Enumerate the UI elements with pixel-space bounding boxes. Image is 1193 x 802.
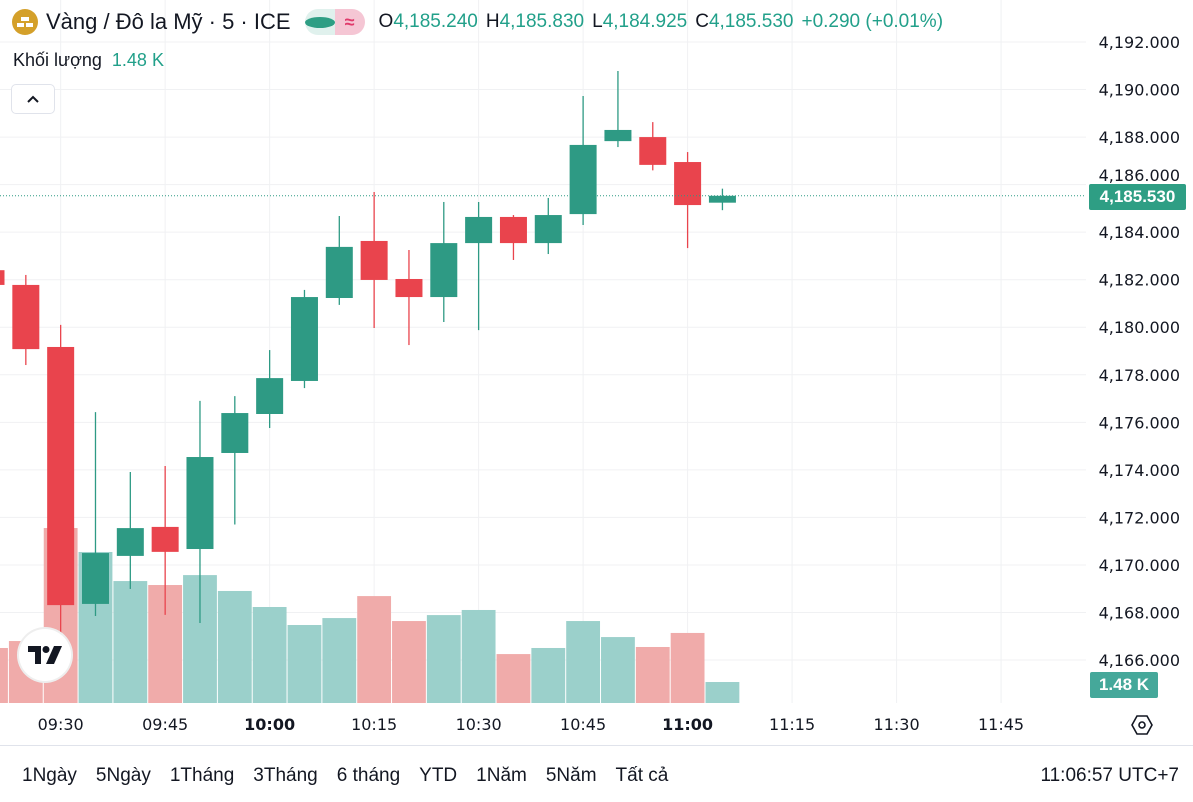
x-tick-label: 10:45 (560, 715, 606, 734)
candle-body (360, 240, 388, 280)
approx-data-icon[interactable]: ≈ (334, 9, 365, 35)
candle-body (674, 162, 702, 206)
y-tick-label: 4,168.000 (1099, 603, 1180, 622)
volume-bar (601, 637, 635, 703)
range-ytd[interactable]: YTD (419, 765, 458, 786)
y-tick-label: 4,186.000 (1099, 166, 1180, 185)
tradingview-logo[interactable] (19, 629, 71, 681)
candle-body (290, 297, 318, 381)
x-tick-label: 11:45 (978, 715, 1024, 734)
candle-body (47, 346, 75, 606)
volume-bar (705, 682, 740, 703)
candle-body (186, 457, 214, 550)
last-volume-tag: 1.48 K (1090, 672, 1158, 698)
price-change: +0.290 (+0.01%) (801, 11, 944, 32)
candle-body (499, 216, 527, 244)
volume-bar (0, 647, 8, 703)
y-tick-label: 4,188.000 (1099, 128, 1180, 147)
volume-bar (322, 618, 357, 703)
range-5d[interactable]: 5Ngày (95, 765, 151, 786)
candle-body (0, 270, 5, 285)
x-tick-label: 10:15 (351, 715, 397, 734)
volume-bar (635, 646, 670, 703)
volume-bar (217, 590, 252, 703)
gold-bars-icon (12, 9, 38, 35)
candle-body (116, 528, 144, 556)
ohlc-low: L4,184.925 (592, 11, 688, 32)
volume-bar (287, 625, 322, 703)
candle-body (708, 195, 736, 203)
ohlc-close: C4,185.530 (695, 11, 794, 32)
y-tick-label: 4,192.000 (1099, 33, 1180, 52)
volume-bar (531, 647, 566, 703)
range-1d[interactable]: 1Ngày (22, 765, 77, 786)
y-tick-label: 4,174.000 (1099, 461, 1180, 480)
candle-body (325, 246, 353, 299)
y-tick-label: 4,178.000 (1099, 366, 1180, 385)
market-status-pill[interactable]: ≈ (304, 9, 365, 35)
collapse-legend-button[interactable] (11, 84, 55, 114)
y-tick-label: 4,166.000 (1099, 651, 1180, 670)
range-6m[interactable]: 6 tháng (336, 765, 401, 786)
candle-body (256, 378, 284, 415)
ohlc-open: O4,185.240 (378, 11, 478, 32)
tradingview-logo-icon (28, 646, 62, 664)
y-tick-label: 4,184.000 (1099, 223, 1180, 242)
candle-body (12, 284, 40, 350)
volume-value: 1.48 K (111, 50, 164, 70)
volume-bar (461, 609, 496, 703)
candle-body (465, 216, 493, 244)
range-5y[interactable]: 5Năm (545, 765, 597, 786)
ohlc-high: H4,185.830 (485, 11, 585, 32)
x-tick-label: 09:45 (142, 715, 188, 734)
range-1y[interactable]: 1Năm (476, 765, 527, 786)
candle-body (569, 144, 597, 215)
volume-bar (496, 654, 531, 703)
volume-legend[interactable]: Khối lượng 1.48 K (13, 50, 164, 71)
chart-legend: Vàng / Đô la Mỹ · 5 · ICE ≈ O4,185.240 H… (12, 9, 943, 35)
volume-bar (357, 596, 392, 703)
market-open-dot-icon[interactable] (304, 9, 335, 35)
x-tick-label: 11:30 (874, 715, 920, 734)
candle-body (534, 215, 562, 244)
chevron-up-icon (27, 95, 39, 103)
y-tick-label: 4,172.000 (1099, 508, 1180, 527)
bottom-toolbar: 1Ngày 5Ngày 1Tháng 3Tháng 6 tháng YTD 1N… (0, 745, 1193, 802)
y-tick-label: 4,170.000 (1099, 556, 1180, 575)
axis-settings-icon[interactable] (1130, 713, 1154, 737)
x-tick-label: 10:00 (244, 715, 295, 734)
x-tick-label: 11:00 (662, 715, 713, 734)
candle-body (639, 137, 667, 165)
range-all[interactable]: Tất cả (615, 765, 669, 786)
candle-body (395, 278, 423, 298)
candlestick-chart[interactable]: 4,166.000 4,168.000 4,170.000 4,172.000 4,17… (0, 0, 1193, 745)
y-tick-label: 4,182.000 (1099, 271, 1180, 290)
range-1m[interactable]: 1Tháng (169, 765, 235, 786)
volume-bar (392, 621, 426, 703)
y-tick-label: 4,190.000 (1099, 81, 1180, 100)
clock-timezone[interactable]: 11:06:57 UTC+7 (1040, 765, 1179, 786)
y-tick-label: 4,180.000 (1099, 318, 1180, 337)
volume-bar (670, 632, 705, 703)
x-tick-label: 09:30 (38, 715, 84, 734)
volume-label: Khối lượng (13, 50, 102, 70)
candle-body (221, 413, 249, 453)
volume-bar (252, 607, 287, 703)
last-price-tag: 4,185.530 (1089, 184, 1186, 210)
volume-bar (113, 581, 148, 703)
volume-bar (426, 615, 461, 703)
volume-bar (566, 621, 601, 703)
candle-body (430, 243, 458, 298)
range-3m[interactable]: 3Tháng (253, 765, 318, 786)
candle-body (151, 526, 179, 552)
x-tick-label: 11:15 (769, 715, 815, 734)
x-tick-label: 10:30 (456, 715, 502, 734)
candle-body (604, 129, 632, 142)
candle-body (81, 553, 109, 604)
symbol-title[interactable]: Vàng / Đô la Mỹ · 5 · ICE (46, 9, 291, 34)
y-tick-label: 4,176.000 (1099, 413, 1180, 432)
date-range-selector: 1Ngày 5Ngày 1Tháng 3Tháng 6 tháng YTD 1N… (22, 765, 668, 787)
